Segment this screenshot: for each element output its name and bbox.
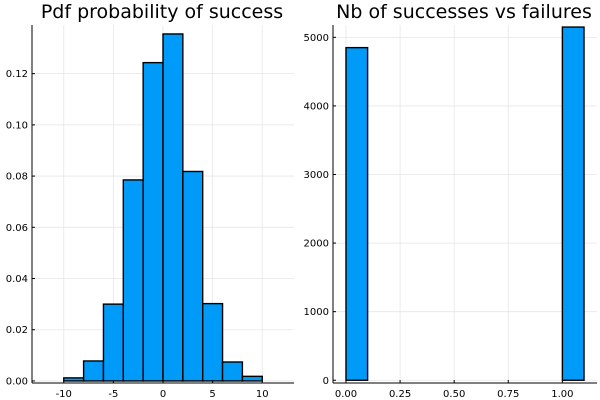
right-histogram-bar bbox=[345, 46, 369, 381]
right-y-tick-label: 2000 bbox=[304, 239, 329, 250]
left-y-tick-label: 0.06 bbox=[6, 223, 28, 234]
left-x-tick-label: 10 bbox=[256, 389, 269, 400]
right-y-tick-label: 3000 bbox=[304, 170, 329, 181]
left-x-tick-label: 5 bbox=[209, 389, 215, 400]
left-y-tick-label: 0.08 bbox=[6, 172, 28, 183]
left-histogram-bar bbox=[162, 33, 184, 382]
right-x-tick-label: 0.25 bbox=[389, 389, 411, 400]
left-y-tick-label: 0.10 bbox=[6, 120, 28, 131]
right-plot-area: 0.00 0.25 0.50 0.75 1.00 0 1000 2000 3000 4000 500… bbox=[304, 25, 597, 400]
left-x-tick-label: -10 bbox=[56, 389, 72, 400]
right-x-tick-label: 1.00 bbox=[551, 389, 573, 400]
left-histogram-bar bbox=[102, 303, 125, 382]
right-y-tick-label: 1000 bbox=[304, 307, 329, 318]
right-y-tick-label: 5000 bbox=[304, 33, 329, 44]
left-histogram-bar bbox=[201, 302, 224, 382]
left-histogram-bar bbox=[142, 61, 164, 382]
left-histogram-bar bbox=[122, 179, 144, 382]
right-y-tick-label: 0 bbox=[323, 376, 329, 387]
left-y-tick-label: 0.00 bbox=[6, 376, 28, 387]
left-y-tick-label: 0.12 bbox=[6, 69, 28, 80]
right-histogram-bar bbox=[561, 26, 585, 381]
left-histogram-bar bbox=[221, 361, 244, 382]
left-histogram-bar bbox=[82, 360, 105, 382]
left-histogram-bar bbox=[241, 375, 263, 382]
right-y-tick-label: 4000 bbox=[304, 101, 329, 112]
left-histogram-bar bbox=[63, 377, 85, 382]
left-histogram-bar bbox=[182, 170, 204, 382]
left-y-tick-label: 0.04 bbox=[6, 274, 28, 285]
right-x-tick-label: 0.00 bbox=[335, 389, 357, 400]
right-x-tick-label: 0.75 bbox=[497, 389, 519, 400]
right-x-tick-label: 0.50 bbox=[443, 389, 465, 400]
left-plot-area: -10 -5 0 5 10 0.00 0.02 0.04 0.06 0.08 0.10 0.12 bbox=[6, 25, 294, 400]
left-y-tick-label: 0.02 bbox=[6, 325, 28, 336]
left-x-tick-label: 0 bbox=[160, 389, 166, 400]
left-x-tick-label: -5 bbox=[108, 389, 118, 400]
right-chart-title: Nb of successes vs failures bbox=[336, 1, 592, 23]
left-chart-title: Pdf probability of success bbox=[41, 1, 283, 23]
